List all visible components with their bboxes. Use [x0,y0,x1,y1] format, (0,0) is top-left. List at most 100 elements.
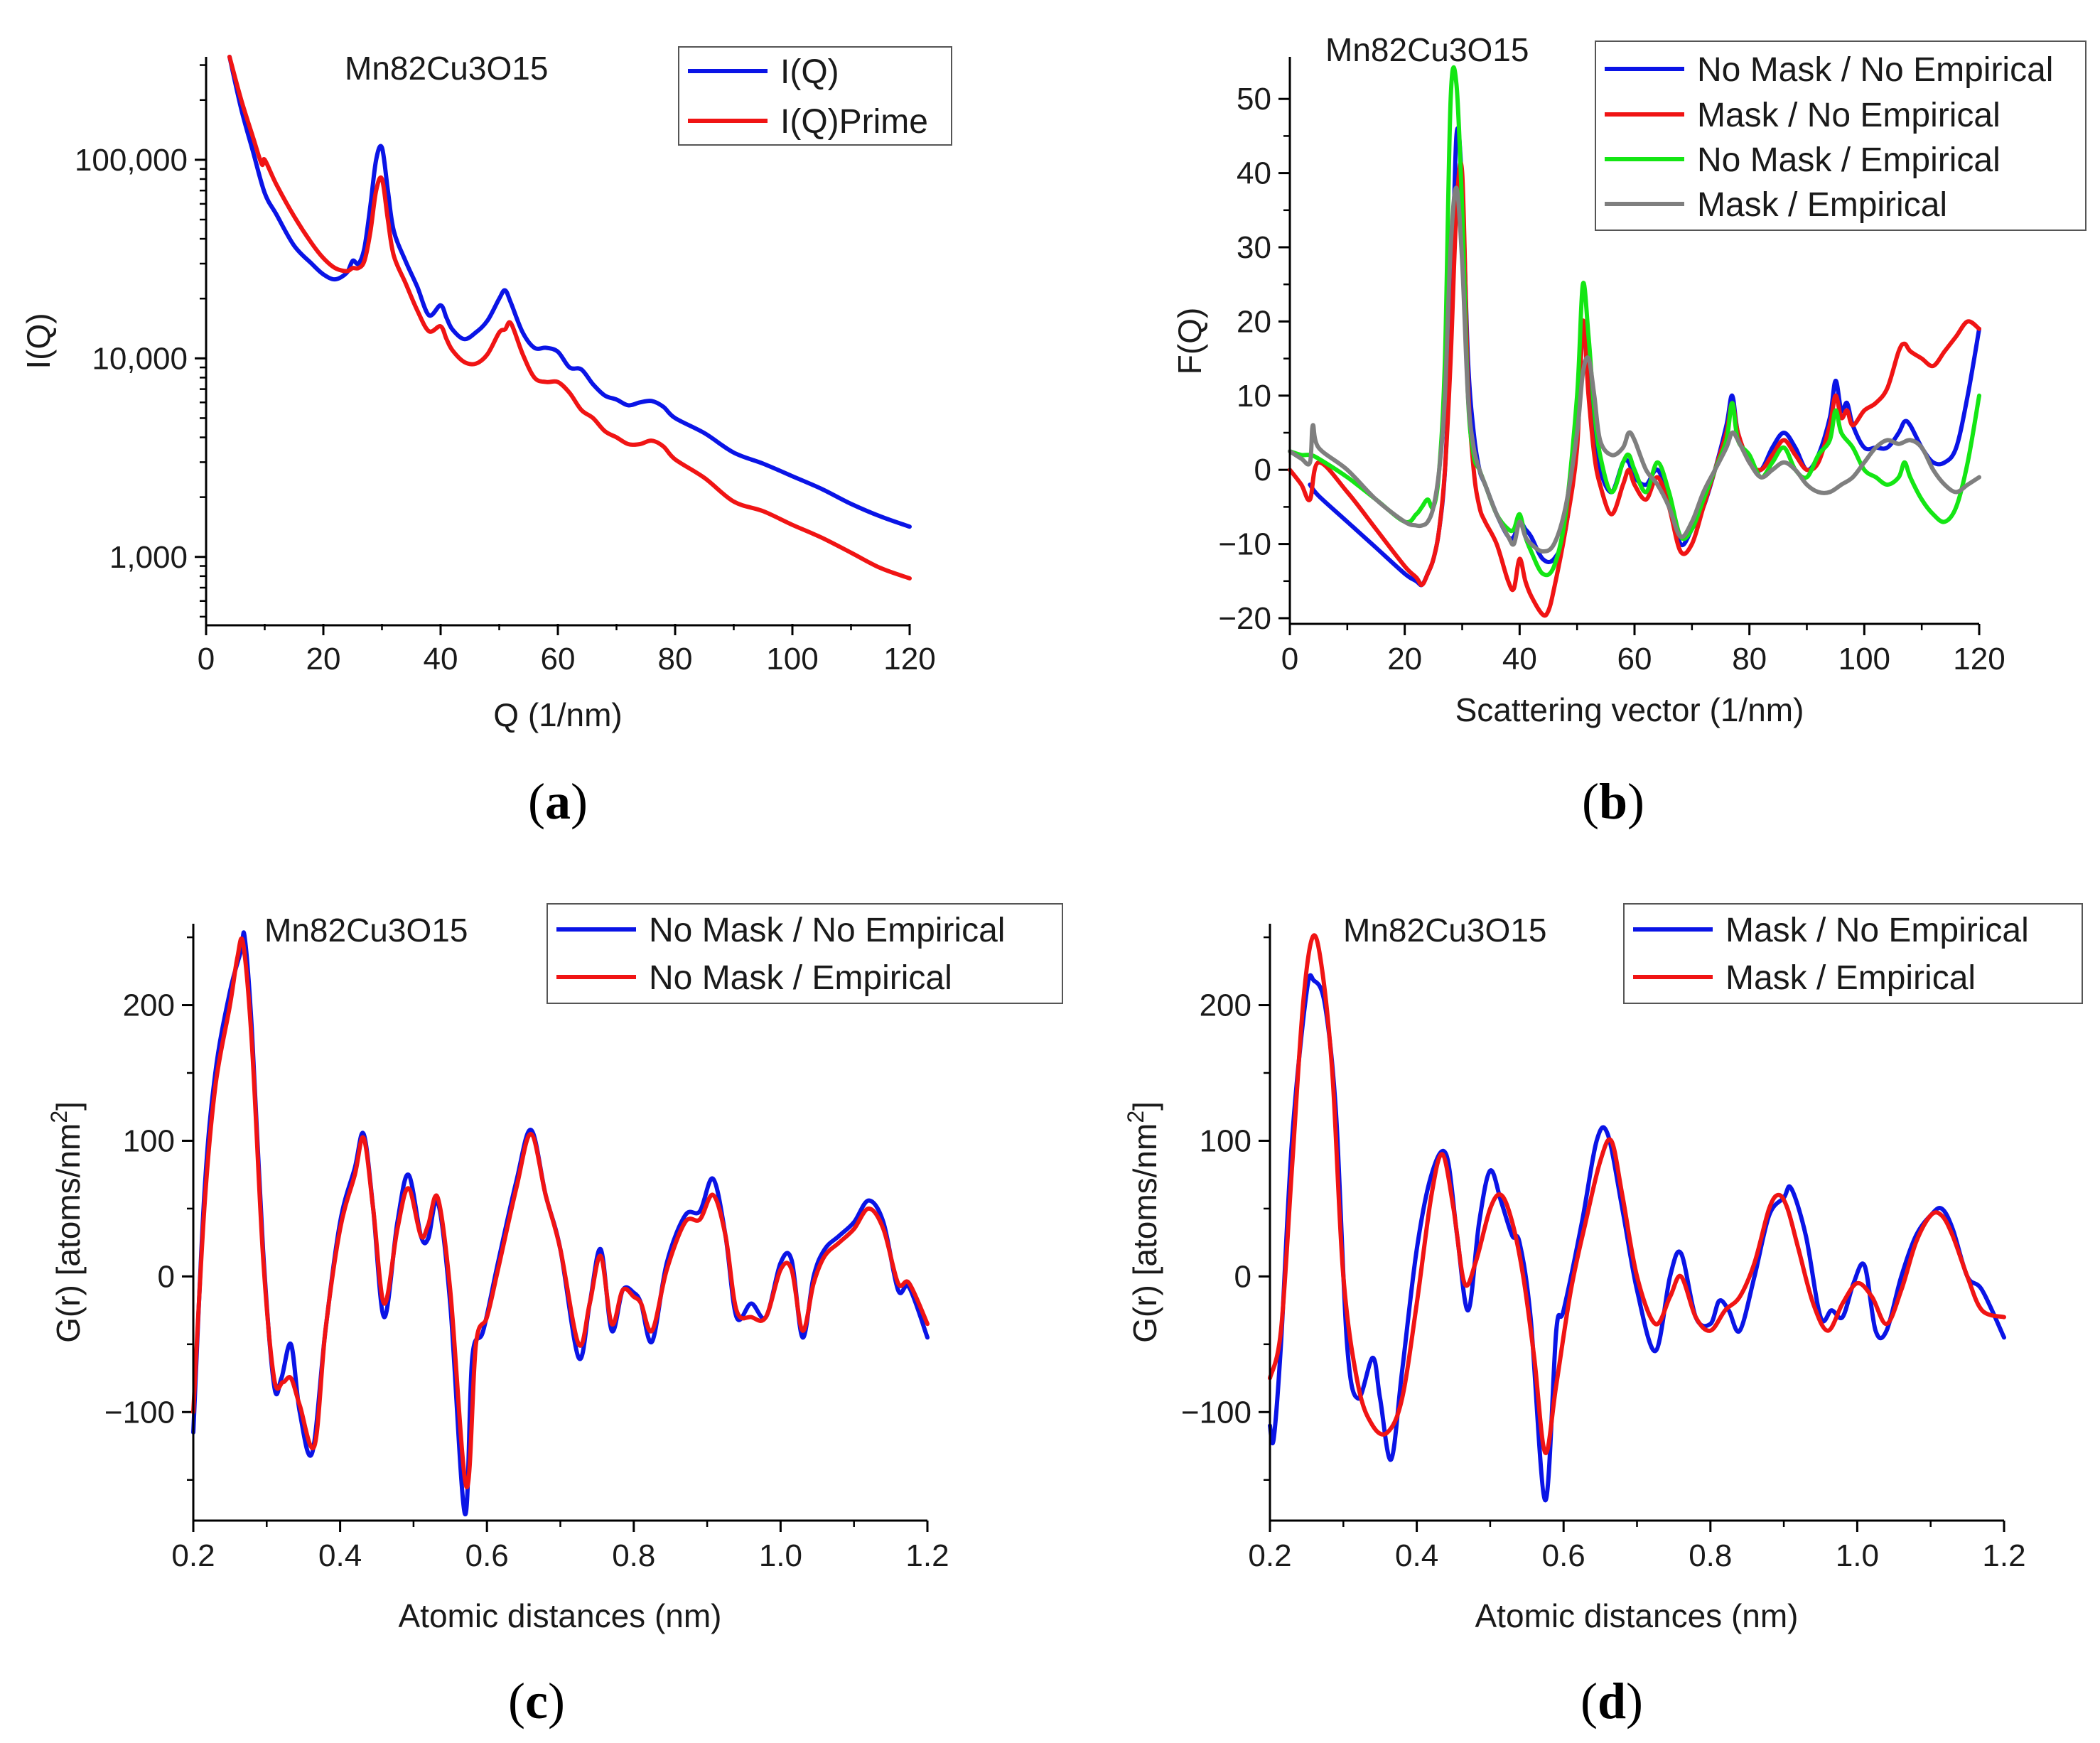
x-tick-label-c-4: 1.0 [759,1538,802,1573]
legend-box-b [1595,41,2086,231]
axes-frame-d [1269,924,2004,1522]
x-tick-label-c-1: 0.4 [318,1538,362,1573]
legend-c: No Mask / No Empirical No Mask / Empiric… [546,903,1063,1004]
y-axis-label-d-sup: 2 [1123,1111,1148,1123]
legend-label-no-mask-empirical-b: No Mask / Empirical [1697,141,2001,179]
x-tick-label-a-5: 100 [766,642,818,676]
y-tick-label-a-2: 100,000 [75,143,188,178]
legend-a: I(Q) I(Q)Prime [678,46,952,146]
chart-title-c: Mn82Cu3O15 [264,912,468,949]
series-line-mask-empirical-d [1268,933,2006,1455]
legend-label-no-mask-no-empirical-c: No Mask / No Empirical [649,912,1005,949]
series-layer-d [1268,933,2006,1503]
caption-d: (d) [1581,1673,1643,1729]
y-tick-label-c-2: 100 [123,1123,175,1158]
x-tick-label-d-5: 1.2 [1982,1538,2025,1573]
axis-ticks-a: 0 20 40 60 80 100 120 1,000 10,000 100,000 [75,64,936,676]
x-tick-label-b-6: 120 [1953,642,2005,676]
legend-box-c [546,903,1063,1004]
x-tick-label-a-3: 60 [541,642,576,676]
y-tick-label-a-1: 10,000 [92,341,188,376]
y-tick-label-b-3: 10 [1237,379,1271,414]
chart-panel-c: 0.2 0.4 0.6 0.8 1.0 1.2 −100 0 100 200 Mn82Cu3O15… [46,903,1063,1729]
y-tick-label-b-5: 30 [1237,230,1271,265]
legend-label-i-q-prime: I(Q)Prime [780,103,928,141]
caption-b: (b) [1582,773,1644,830]
series-layer-b [1288,65,1981,618]
y-tick-label-d-3: 200 [1200,988,1251,1023]
x-tick-label-d-3: 0.8 [1689,1538,1732,1573]
x-tick-label-a-4: 80 [658,642,693,676]
legend-label-no-mask-no-empirical-b: No Mask / No Empirical [1697,51,2053,89]
y-tick-label-a-0: 1,000 [109,540,188,575]
axes-frame-c [192,924,927,1522]
series-line-i-q-a [227,55,912,529]
x-tick-label-b-4: 80 [1732,642,1767,676]
y-tick-label-c-3: 200 [123,988,175,1023]
caption-letter-a: a [545,773,571,830]
y-tick-label-b-1: −10 [1218,527,1271,562]
y-tick-label-d-0: −100 [1181,1395,1251,1430]
legend-label-no-mask-empirical-c: No Mask / Empirical [649,959,952,997]
x-tick-label-c-3: 0.8 [612,1538,655,1573]
x-tick-label-b-1: 20 [1387,642,1422,676]
chart-panel-d: 0.2 0.4 0.6 0.8 1.0 1.2 −100 0 100 200 Mn82Cu3O15… [1123,903,2083,1729]
x-tick-label-c-2: 0.6 [465,1538,509,1573]
y-tick-label-b-0: −20 [1218,601,1271,636]
x-tick-label-b-2: 40 [1502,642,1537,676]
x-tick-label-b-0: 0 [1281,642,1298,676]
chart-panel-a: 0 20 40 60 80 100 120 1,000 10,000 100,000 Mn82Cu… [20,46,952,830]
legend-box-a [678,46,952,146]
y-axis-label-c-end: ] [50,1101,87,1111]
y-axis-label-c-main: G(r) [atoms/nm [50,1123,87,1343]
series-line-mask-empirical-b [1288,185,1981,554]
x-tick-label-a-1: 20 [306,642,341,676]
x-tick-label-a-0: 0 [198,642,215,676]
x-tick-label-d-2: 0.6 [1542,1538,1585,1573]
x-axis-label-b: Scattering vector (1/nm) [1455,691,1804,728]
x-tick-label-d-0: 0.2 [1248,1538,1291,1573]
x-axis-label-d: Atomic distances (nm) [1475,1597,1798,1634]
legend-d: Mask / No Empirical Mask / Empirical [1623,903,2083,1004]
chart-title-b: Mn82Cu3O15 [1325,31,1529,68]
y-axis-label-b: F(Q) [1171,308,1208,375]
x-tick-label-d-4: 1.0 [1836,1538,1879,1573]
caption-c: (c) [508,1673,565,1729]
y-tick-label-d-2: 100 [1200,1123,1251,1158]
y-tick-label-b-4: 20 [1237,304,1271,339]
legend-b: No Mask / No Empirical Mask / No Empiric… [1595,41,2086,231]
x-axis-label-a: Q (1/nm) [493,696,622,733]
legend-label-i-q: I(Q) [780,53,839,91]
y-tick-label-c-0: −100 [104,1395,175,1430]
x-tick-label-c-0: 0.2 [171,1538,215,1573]
y-axis-label-a: I(Q) [20,313,57,369]
x-tick-label-b-5: 100 [1838,642,1890,676]
axis-ticks-d: 0.2 0.4 0.6 0.8 1.0 1.2 −100 0 100 200 [1181,936,2026,1573]
caption-letter-d: d [1598,1673,1626,1729]
x-tick-label-d-1: 0.4 [1395,1538,1438,1573]
axis-ticks-c: 0.2 0.4 0.6 0.8 1.0 1.2 −100 0 100 200 [104,936,949,1573]
series-line-mask-no-empirical-b [1288,160,1981,618]
series-line-mask-no-empirical-d [1268,973,2006,1503]
y-tick-label-b-6: 40 [1237,156,1271,191]
caption-letter-b: b [1599,773,1627,830]
axes-frame-b [1288,57,1979,625]
y-tick-label-d-1: 0 [1234,1259,1251,1294]
x-tick-label-c-5: 1.2 [905,1538,949,1573]
x-axis-label-c: Atomic distances (nm) [398,1597,721,1634]
y-tick-label-c-1: 0 [158,1259,175,1294]
y-tick-label-b-2: 0 [1254,453,1271,487]
series-line-no-mask-empirical-c [191,936,930,1489]
legend-label-mask-no-empirical-b: Mask / No Empirical [1697,97,2001,134]
x-tick-label-b-3: 60 [1617,642,1652,676]
chart-title-d: Mn82Cu3O15 [1343,912,1546,949]
axes-frame-a [205,57,910,627]
series-layer-c [191,930,930,1516]
y-axis-label-c-sup: 2 [46,1111,72,1123]
axis-ticks-b: 0 20 40 60 80 100 120 −20 −10 0 10 20 30 40 50 [1218,82,2005,676]
series-layer-a [227,55,912,581]
x-tick-label-a-6: 120 [883,642,935,676]
chart-title-a: Mn82Cu3O15 [345,50,548,87]
legend-label-mask-no-empirical-d: Mask / No Empirical [1725,912,2029,949]
